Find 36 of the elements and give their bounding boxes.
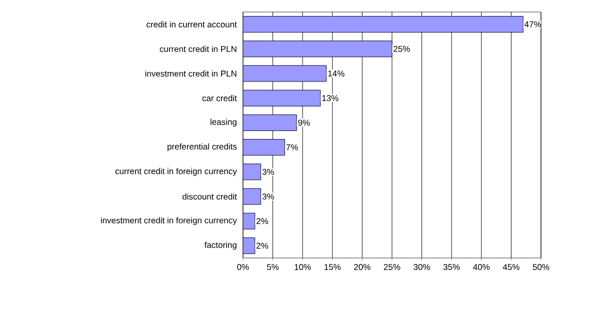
x-tick-label: 30% [414,264,430,270]
y-tick-label: factoring [204,242,236,250]
bar [243,164,262,180]
x-tick-label: 50% [532,264,550,270]
data-label: 3% [262,193,274,200]
x-tick-label: 0% [237,264,249,270]
y-tick-label: investment credit in PLN [145,70,236,77]
data-label: 7% [286,144,298,150]
y-tick-label: investment credit in foreign currency [101,217,237,226]
bar [243,65,327,82]
bar [243,16,524,33]
y-tick-label: preferential credits [168,143,237,152]
data-label: 9% [298,120,310,126]
bar [243,40,392,58]
data-label: 25% [394,46,410,52]
data-label: 13% [322,95,338,102]
bar [243,139,285,156]
data-label: 14% [328,70,344,76]
x-tick-label: 35% [443,264,460,270]
y-tick-label: current credit in PLN [160,46,236,52]
x-tick-label: 20% [354,264,370,270]
x-tick-label: 10% [294,264,311,270]
data-label: 2% [256,242,268,249]
data-label: 47% [524,21,542,28]
data-label: 3% [262,168,274,175]
y-tick-label: leasing [210,118,236,127]
x-tick-label: 40% [473,264,490,270]
x-tick-label: 5% [267,264,279,270]
x-tick-label: 15% [324,264,341,270]
y-tick-label: car credit [202,94,237,102]
y-tick-label: discount credit [182,193,237,200]
data-label: 2% [256,218,268,224]
x-tick-label: 25% [384,264,400,270]
x-tick-label: 45% [502,264,520,270]
y-tick-label: current credit in foreign currency [115,168,237,176]
y-tick-label: credit in current account [146,21,237,28]
